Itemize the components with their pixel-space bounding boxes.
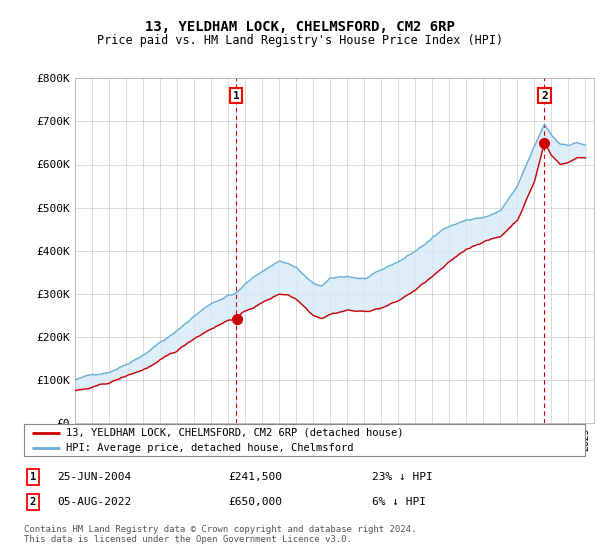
Text: 1: 1 bbox=[30, 472, 36, 482]
Text: 25-JUN-2004: 25-JUN-2004 bbox=[57, 472, 131, 482]
Text: 1: 1 bbox=[233, 91, 239, 101]
Text: 2: 2 bbox=[541, 91, 548, 101]
Text: 2: 2 bbox=[30, 497, 36, 507]
Text: 05-AUG-2022: 05-AUG-2022 bbox=[57, 497, 131, 507]
Text: £650,000: £650,000 bbox=[228, 497, 282, 507]
Text: 6% ↓ HPI: 6% ↓ HPI bbox=[372, 497, 426, 507]
Text: 23% ↓ HPI: 23% ↓ HPI bbox=[372, 472, 433, 482]
Text: Price paid vs. HM Land Registry's House Price Index (HPI): Price paid vs. HM Land Registry's House … bbox=[97, 34, 503, 46]
Text: £241,500: £241,500 bbox=[228, 472, 282, 482]
Text: HPI: Average price, detached house, Chelmsford: HPI: Average price, detached house, Chel… bbox=[66, 442, 353, 452]
Text: 13, YELDHAM LOCK, CHELMSFORD, CM2 6RP: 13, YELDHAM LOCK, CHELMSFORD, CM2 6RP bbox=[145, 20, 455, 34]
Text: Contains HM Land Registry data © Crown copyright and database right 2024.
This d: Contains HM Land Registry data © Crown c… bbox=[24, 525, 416, 544]
Text: 13, YELDHAM LOCK, CHELMSFORD, CM2 6RP (detached house): 13, YELDHAM LOCK, CHELMSFORD, CM2 6RP (d… bbox=[66, 428, 404, 438]
